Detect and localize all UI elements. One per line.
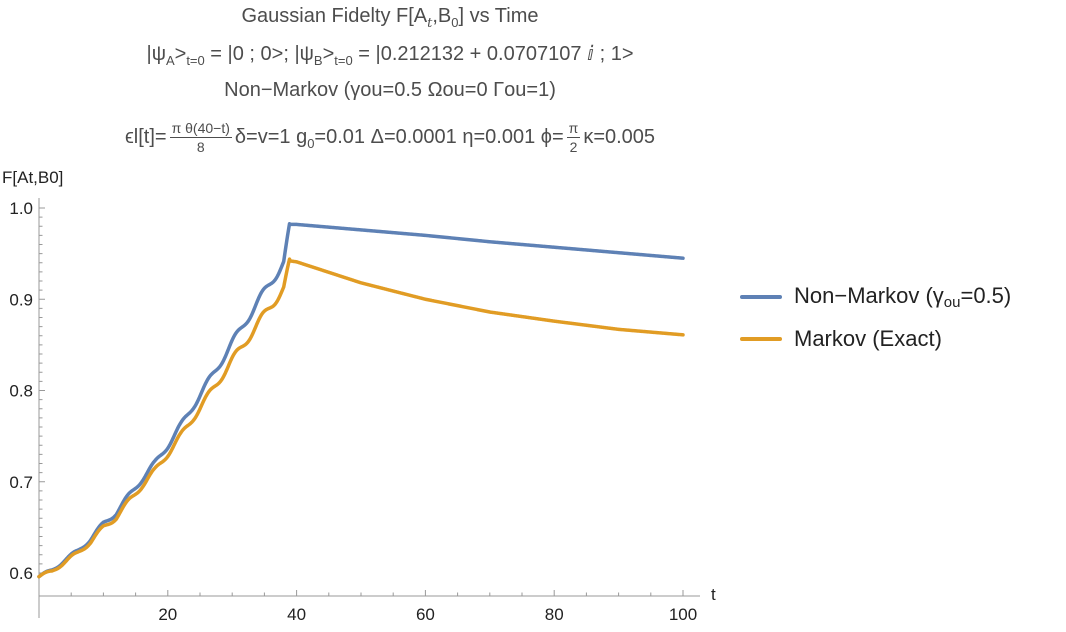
x-tick-label: 40 — [287, 605, 306, 624]
series-lines — [37, 221, 685, 579]
x-axis-label: t — [711, 585, 716, 604]
legend-item-non-markov: Non−Markov (γou=0.5) — [740, 276, 1011, 318]
y-tick-label: 0.9 — [9, 290, 33, 309]
legend-swatch-markov — [740, 337, 782, 341]
legend-label-markov: Markov (Exact) — [794, 326, 942, 351]
x-tick-label: 100 — [669, 605, 697, 624]
y-tick-label: 0.8 — [9, 382, 33, 401]
legend: Non−Markov (γou=0.5) Markov (Exact) — [740, 276, 1011, 360]
series-line-markov — [37, 257, 685, 579]
axes: 20 40 60 80 100 0.6 0.7 0.8 0.9 1.0 t F[At,B0] — [2, 168, 716, 624]
title-line-4: ϵl[t]= π θ(40−t) 8 δ=v=1 g0=0.01 Δ=0.0001 η… — [124, 120, 656, 156]
legend-swatch-non-markov — [740, 295, 782, 299]
legend-label-non-markov: Non−Markov (γou=0.5) — [794, 283, 1012, 311]
x-tick-label: 60 — [416, 605, 435, 624]
series-line-non-markov — [37, 221, 685, 579]
y-tick-label: 0.7 — [9, 473, 33, 492]
epsilon-fraction: π θ(40−t) 8 — [169, 120, 232, 156]
x-tick-label: 20 — [158, 605, 177, 624]
title-line-1: Gaussian Fidelty F[At,B0] vs Time — [241, 5, 539, 31]
y-tick-label: 1.0 — [9, 199, 33, 218]
title-line-2: |ψA>t=0 = |0 ; 0>; |ψB>t=0 = |0.212132 +… — [146, 43, 634, 68]
y-tick-label: 0.6 — [9, 564, 33, 583]
title-line-3: Non−Markov (γou=0.5 Ωou=0 Γou=1) — [224, 79, 556, 101]
y-axis-label: F[At,B0] — [2, 168, 63, 187]
legend-item-markov: Markov (Exact) — [740, 318, 1011, 360]
x-tick-label: 80 — [545, 605, 564, 624]
